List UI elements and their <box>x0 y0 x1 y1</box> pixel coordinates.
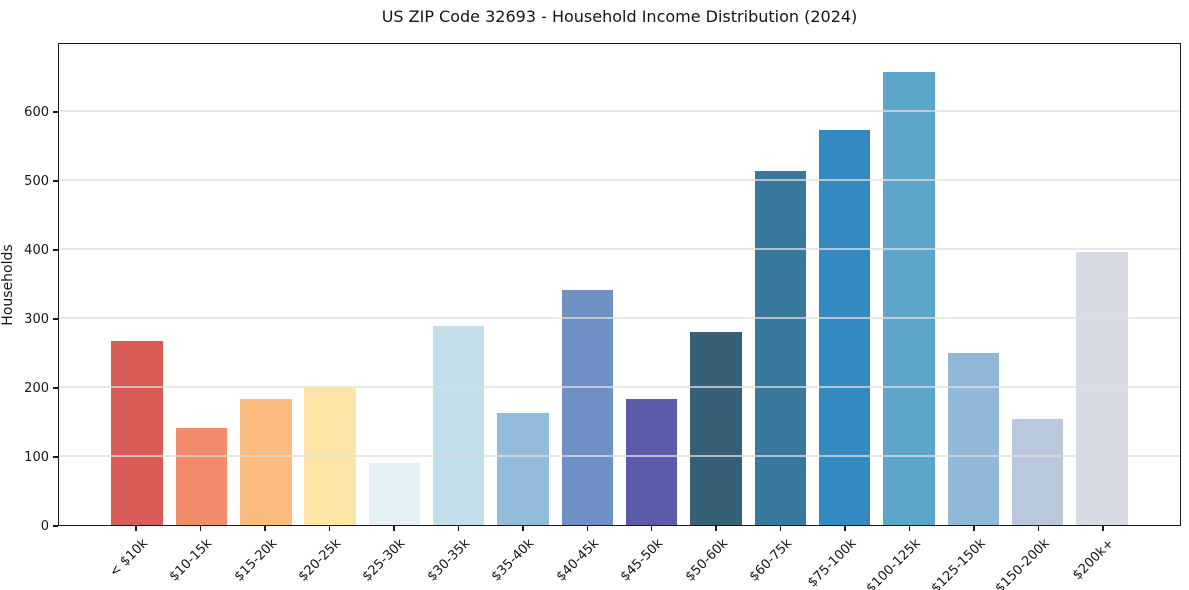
x-tick-label: $150-200k <box>992 536 1053 590</box>
x-tick-label: $100-125k <box>863 536 925 590</box>
x-tick-label: $125-150k <box>928 536 989 590</box>
y-axis-label: Households <box>0 244 16 326</box>
bar-slot <box>298 44 362 525</box>
x-tick-mark <box>586 526 589 531</box>
y-tick-label: 500 <box>24 173 49 189</box>
y-tick-label: 400 <box>24 242 49 258</box>
x-tick-mark <box>973 526 975 531</box>
x-tick-label: $45-50k <box>617 536 667 585</box>
x-tick-mark <box>135 526 137 531</box>
x-tick-label: < $10k <box>106 536 151 581</box>
bar-slot <box>620 44 684 525</box>
bar-$60-75k <box>754 171 806 525</box>
bar-slot <box>941 44 1005 525</box>
y-tick-mark <box>53 318 58 320</box>
bar-slot <box>491 44 555 525</box>
x-tick-label: $30-35k <box>424 536 474 585</box>
x-tick-label: $10-15k <box>166 536 216 585</box>
x-tick-mark <box>1037 526 1040 531</box>
y-tick-label: 600 <box>24 104 49 120</box>
x-tick-label: $200k+ <box>1070 536 1118 584</box>
bar-$15-20k <box>240 399 292 525</box>
y-tick-mark <box>53 111 58 113</box>
x-tick-label: $40-45k <box>553 536 602 585</box>
y-tick-mark <box>53 387 58 389</box>
x-tick-mark <box>908 526 911 531</box>
bar-slot <box>684 44 748 525</box>
x-tick-mark <box>199 526 202 531</box>
bar-$45-50k <box>625 399 678 525</box>
bar-$100-125k <box>883 71 935 525</box>
x-tick-mark <box>522 526 524 531</box>
x-tick-mark <box>715 526 717 531</box>
y-tick-mark <box>53 249 58 251</box>
x-tick-mark <box>1102 526 1104 531</box>
bar-slot <box>555 44 619 525</box>
bar-slot <box>362 44 426 525</box>
bar-< $10k <box>111 340 163 525</box>
x-tick-label: $35-40k <box>488 536 538 585</box>
bar-$25-30k <box>368 463 421 525</box>
x-tick-label: $15-20k <box>231 536 280 585</box>
x-tick-mark <box>779 526 782 531</box>
y-tick-mark <box>53 456 58 458</box>
bar-$20-25k <box>304 387 356 525</box>
x-tick-mark <box>393 526 395 531</box>
bar-slot <box>1005 44 1069 525</box>
bar-$10-15k <box>175 428 228 525</box>
plot-area <box>58 43 1181 526</box>
x-tick-label: $60-75k <box>746 536 796 585</box>
bar-slot <box>1070 44 1134 525</box>
y-tick-label: 0 <box>40 518 49 534</box>
bar-$125-150k <box>947 353 999 525</box>
bar-slot <box>105 44 169 525</box>
x-tick-mark <box>650 526 653 531</box>
bar-$35-40k <box>497 413 549 525</box>
x-tick-label: $20-25k <box>295 536 345 585</box>
x-tick-mark <box>844 526 846 531</box>
bar-$75-100k <box>818 129 871 525</box>
bars-container <box>59 44 1180 525</box>
bar-$40-45k <box>561 290 614 525</box>
y-tick-mark <box>53 525 58 527</box>
bar-slot <box>812 44 876 525</box>
bar-slot <box>748 44 812 525</box>
bar-$30-35k <box>433 325 485 525</box>
bar-$150-200k <box>1011 418 1064 525</box>
bar-slot <box>877 44 941 525</box>
y-tick-label: 200 <box>24 380 49 396</box>
bar-slot <box>427 44 491 525</box>
x-tick-mark <box>457 526 460 531</box>
bar-slot <box>234 44 298 525</box>
bar-$50-60k <box>690 331 742 525</box>
y-tick-mark <box>53 180 58 182</box>
x-tick-mark <box>264 526 266 531</box>
x-tick-label: $25-30k <box>360 536 409 585</box>
x-tick-label: $50-60k <box>682 536 731 585</box>
bar-$200k+ <box>1076 252 1128 525</box>
chart-title: US ZIP Code 32693 - Household Income Dis… <box>381 7 858 26</box>
y-tick-label: 100 <box>24 449 49 465</box>
x-tick-mark <box>328 526 331 531</box>
x-tick-label: $75-100k <box>805 536 860 590</box>
bar-slot <box>169 44 233 525</box>
y-tick-label: 300 <box>24 311 49 327</box>
